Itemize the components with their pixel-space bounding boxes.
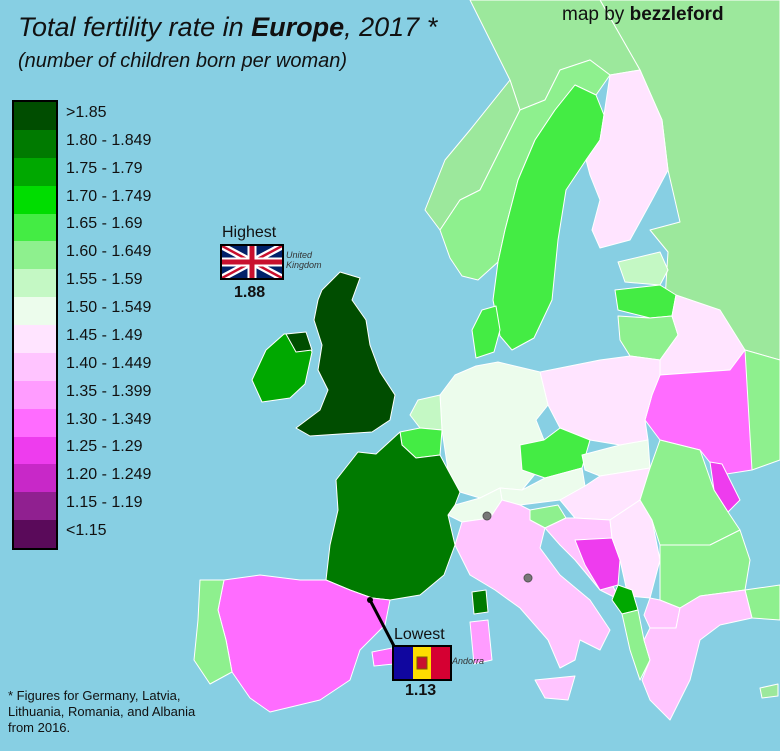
region-moldova: [709, 461, 741, 513]
footnote: * Figures for Germany, Latvia, Lithuania…: [8, 688, 196, 735]
region-cyprus: [759, 683, 779, 699]
region-sweden: [492, 84, 605, 351]
legend-swatch: [14, 297, 56, 325]
legend-label: 1.45 - 1.49: [66, 326, 143, 344]
legend-label: 1.80 - 1.849: [66, 131, 152, 149]
uk-country-name: United Kingdom: [286, 250, 322, 270]
map-title: Total fertility rate in Europe, 2017 *: [18, 12, 438, 42]
legend-swatch: [14, 269, 56, 298]
legend-swatch: [14, 352, 56, 381]
legend-swatch: [14, 408, 56, 437]
legend-swatch: [14, 241, 56, 270]
region-italy: [454, 499, 611, 669]
legend-swatch: [14, 492, 56, 521]
region-germany: [439, 361, 549, 499]
map-credit: map by bezzleford: [562, 4, 724, 25]
legend-swatch: [14, 436, 56, 465]
andorra-marker: [367, 597, 373, 603]
andorra-pointer: [368, 599, 397, 649]
andorra-flag-icon: [392, 645, 452, 681]
region-sicily: [534, 675, 576, 701]
legend-label: 1.25 - 1.29: [66, 438, 143, 456]
legend-label: 1.30 - 1.349: [66, 410, 152, 428]
region-greece: [641, 589, 753, 721]
legend-label: 1.20 - 1.249: [66, 466, 152, 484]
legend-color-bar: [12, 100, 58, 550]
legend-label: 1.70 - 1.749: [66, 187, 152, 205]
region-great-britain: [295, 271, 396, 437]
map-subtitle: (number of children born per woman): [18, 50, 348, 72]
legend-label: <1.15: [66, 522, 107, 540]
legend-swatch: [14, 213, 56, 242]
legend-swatch: [14, 464, 56, 493]
legend-label: 1.15 - 1.19: [66, 494, 143, 512]
legend-label: 1.65 - 1.69: [66, 215, 143, 233]
region-northern-ireland: [285, 331, 313, 353]
legend-swatch: [14, 185, 56, 214]
region-sardinia: [469, 619, 493, 665]
legend-label: 1.75 - 1.79: [66, 159, 143, 177]
region-corsica: [471, 589, 489, 615]
region-finland: [585, 69, 669, 249]
uk-flag-icon: [220, 244, 284, 280]
legend-swatch: [14, 380, 56, 409]
legend-label: >1.85: [66, 103, 107, 121]
legend-label: 1.50 - 1.549: [66, 299, 152, 317]
luxembourg-marker: [482, 511, 492, 521]
legend-label: 1.35 - 1.399: [66, 382, 152, 400]
legend-swatch: [14, 325, 56, 353]
legend-swatch: [14, 157, 56, 186]
highest-value: 1.88: [234, 284, 266, 301]
region-denmark: [471, 305, 501, 359]
legend-swatch: [14, 102, 56, 130]
lowest-value: 1.13: [405, 682, 437, 699]
region-romania: [639, 439, 741, 546]
region-portugal: [193, 579, 233, 685]
legend-label: 1.60 - 1.649: [66, 243, 152, 261]
highest-label: Highest: [222, 224, 277, 241]
legend-label: 1.55 - 1.59: [66, 271, 143, 289]
legend-label: 1.40 - 1.449: [66, 354, 152, 372]
region-estonia: [617, 251, 669, 286]
lowest-label: Lowest: [394, 626, 445, 643]
andorra-country-name: Andorra: [452, 656, 485, 666]
sanmarino-marker: [523, 573, 533, 583]
legend-swatch: [14, 520, 56, 548]
legend-swatch: [14, 129, 56, 158]
